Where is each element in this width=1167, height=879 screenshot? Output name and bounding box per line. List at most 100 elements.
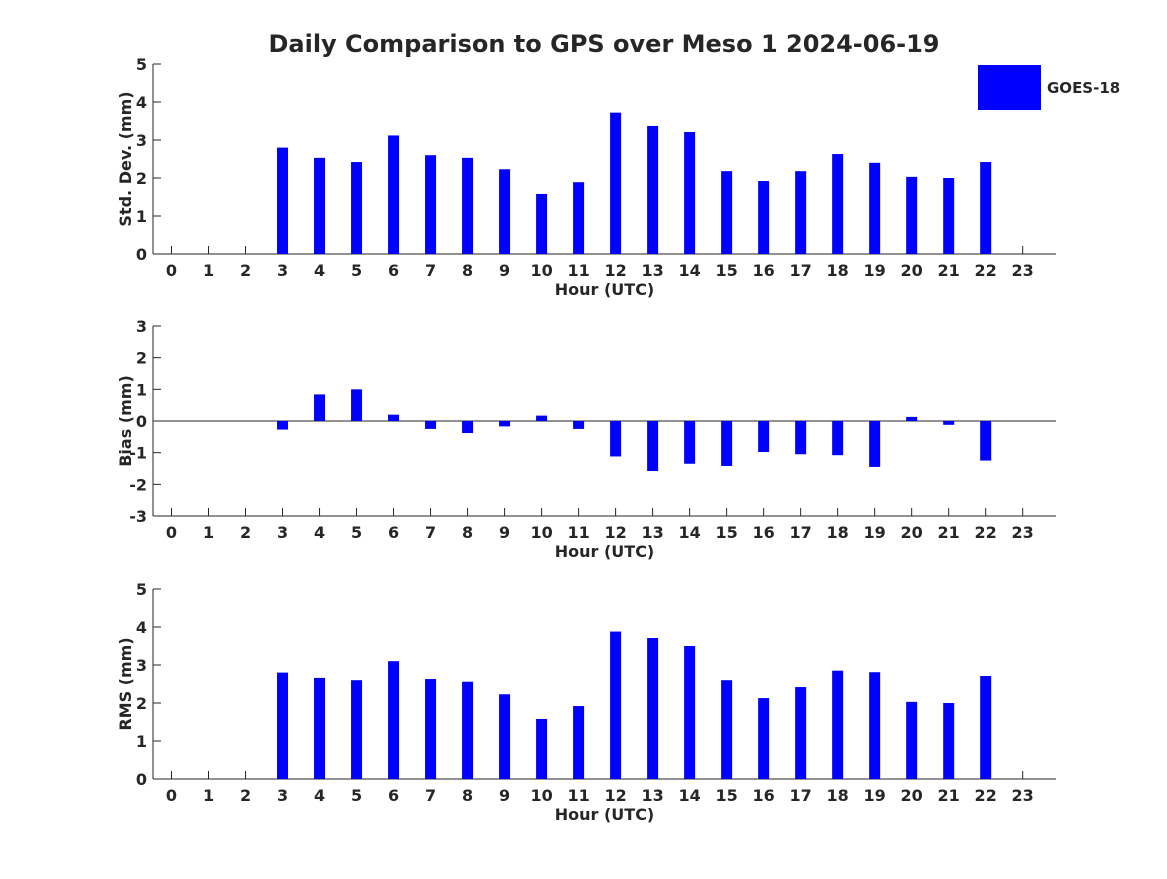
bar-hour-14 bbox=[684, 132, 696, 254]
x-tick-label: 14 bbox=[678, 261, 700, 280]
y-tick-label: 5 bbox=[136, 580, 147, 599]
legend: GOES-18 bbox=[978, 65, 1120, 110]
y-tick-label: 2 bbox=[136, 694, 147, 713]
x-tick-label: 7 bbox=[425, 261, 436, 280]
x-tick-label: 18 bbox=[827, 261, 849, 280]
y-tick-label: -2 bbox=[129, 475, 147, 494]
x-axis-label: Hour (UTC) bbox=[555, 805, 655, 824]
bar-hour-8 bbox=[462, 681, 474, 779]
bar-hour-14 bbox=[684, 421, 696, 464]
bar-hour-7 bbox=[425, 421, 437, 429]
y-axis-label: RMS (mm) bbox=[116, 637, 135, 730]
x-tick-label: 4 bbox=[314, 261, 325, 280]
y-axis-label: Bias (mm) bbox=[116, 375, 135, 467]
x-tick-label: 22 bbox=[975, 523, 997, 542]
bar-hour-11 bbox=[573, 421, 585, 429]
bar-hour-22 bbox=[980, 676, 992, 779]
x-tick-label: 19 bbox=[864, 786, 886, 805]
bar-hour-7 bbox=[425, 155, 437, 254]
x-tick-label: 8 bbox=[462, 261, 473, 280]
bar-hour-18 bbox=[832, 154, 844, 254]
y-tick-label: 1 bbox=[136, 207, 147, 226]
x-tick-label: 2 bbox=[240, 523, 251, 542]
x-tick-label: 4 bbox=[314, 786, 325, 805]
bar-hour-15 bbox=[721, 421, 733, 466]
bar-hour-11 bbox=[573, 706, 585, 779]
x-tick-label: 22 bbox=[975, 786, 997, 805]
x-tick-label: 7 bbox=[425, 523, 436, 542]
legend-label: GOES-18 bbox=[1047, 79, 1120, 97]
x-tick-label: 17 bbox=[790, 523, 812, 542]
x-tick-label: 11 bbox=[567, 523, 589, 542]
y-axis-label: Std. Dev. (mm) bbox=[116, 91, 135, 226]
x-tick-label: 0 bbox=[166, 261, 177, 280]
x-tick-label: 8 bbox=[462, 786, 473, 805]
bar-hour-19 bbox=[869, 672, 881, 779]
bar-hour-20 bbox=[906, 701, 918, 779]
x-tick-label: 12 bbox=[604, 523, 626, 542]
y-tick-label: 0 bbox=[136, 412, 147, 431]
x-tick-label: 1 bbox=[203, 261, 214, 280]
x-tick-label: 5 bbox=[351, 786, 362, 805]
bar-hour-16 bbox=[758, 698, 770, 779]
x-tick-label: 10 bbox=[530, 786, 552, 805]
x-tick-label: 1 bbox=[203, 523, 214, 542]
x-tick-label: 3 bbox=[277, 523, 288, 542]
x-axis-label: Hour (UTC) bbox=[555, 542, 655, 561]
y-tick-label: 3 bbox=[136, 656, 147, 675]
x-tick-label: 23 bbox=[1012, 261, 1034, 280]
x-tick-label: 23 bbox=[1012, 523, 1034, 542]
bar-hour-13 bbox=[647, 421, 659, 472]
bar-hour-20 bbox=[906, 416, 918, 421]
bar-hour-16 bbox=[758, 181, 770, 254]
bar-hour-4 bbox=[314, 677, 326, 779]
x-tick-label: 15 bbox=[715, 261, 737, 280]
x-tick-label: 23 bbox=[1012, 786, 1034, 805]
x-tick-label: 1 bbox=[203, 786, 214, 805]
bar-hour-21 bbox=[943, 703, 955, 779]
x-tick-label: 17 bbox=[790, 786, 812, 805]
x-tick-label: 5 bbox=[351, 523, 362, 542]
y-tick-label: 1 bbox=[136, 732, 147, 751]
x-tick-label: 2 bbox=[240, 261, 251, 280]
y-tick-label: -3 bbox=[129, 507, 147, 526]
x-tick-label: 9 bbox=[499, 261, 510, 280]
x-tick-label: 0 bbox=[166, 786, 177, 805]
x-tick-label: 11 bbox=[567, 261, 589, 280]
bar-hour-8 bbox=[462, 421, 474, 434]
x-tick-label: 21 bbox=[938, 523, 960, 542]
x-tick-label: 5 bbox=[351, 261, 362, 280]
bar-hour-15 bbox=[721, 171, 733, 254]
x-tick-label: 7 bbox=[425, 786, 436, 805]
y-tick-label: 5 bbox=[136, 55, 147, 74]
bar-hour-14 bbox=[684, 646, 696, 779]
x-tick-label: 20 bbox=[901, 786, 923, 805]
bar-hour-19 bbox=[869, 162, 881, 254]
x-tick-label: 12 bbox=[604, 786, 626, 805]
bar-hour-12 bbox=[610, 421, 622, 457]
x-tick-label: 13 bbox=[641, 523, 663, 542]
x-tick-label: 10 bbox=[530, 261, 552, 280]
x-tick-label: 6 bbox=[388, 786, 399, 805]
x-tick-label: 22 bbox=[975, 261, 997, 280]
bar-hour-12 bbox=[610, 631, 622, 779]
bar-hour-21 bbox=[943, 178, 955, 254]
x-tick-label: 12 bbox=[604, 261, 626, 280]
x-tick-label: 19 bbox=[864, 523, 886, 542]
x-tick-label: 13 bbox=[641, 786, 663, 805]
bar-hour-11 bbox=[573, 182, 585, 254]
bar-hour-19 bbox=[869, 421, 881, 467]
x-tick-label: 3 bbox=[277, 786, 288, 805]
bar-hour-22 bbox=[980, 162, 992, 254]
bar-hour-9 bbox=[499, 421, 511, 427]
bar-hour-3 bbox=[277, 672, 289, 779]
y-tick-label: 0 bbox=[136, 245, 147, 264]
bar-hour-6 bbox=[388, 135, 400, 254]
x-tick-label: 21 bbox=[938, 261, 960, 280]
bar-hour-5 bbox=[351, 680, 363, 779]
bar-hour-17 bbox=[795, 171, 807, 254]
bar-hour-6 bbox=[388, 661, 400, 779]
x-tick-label: 3 bbox=[277, 261, 288, 280]
